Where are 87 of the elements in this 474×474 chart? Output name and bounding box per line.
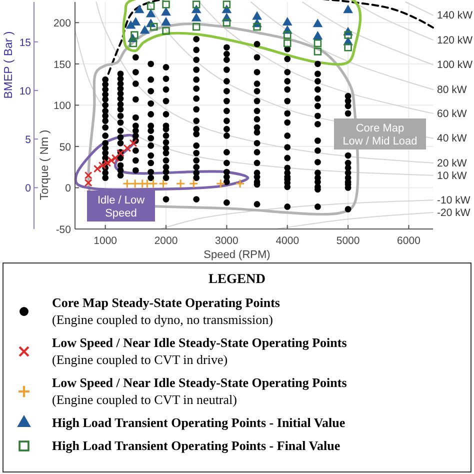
point — [148, 178, 158, 188]
point — [84, 171, 92, 180]
point — [162, 0, 170, 8]
point — [130, 16, 141, 26]
x-tick-label: 6000 — [397, 235, 421, 247]
point — [111, 154, 120, 162]
point — [130, 31, 138, 39]
legend-label: High Load Transient Operating Points - Final Value — [52, 438, 340, 453]
y2-tick-label: 15 — [19, 36, 32, 49]
point — [162, 27, 170, 35]
point — [312, 18, 323, 28]
series-label: 120 kW — [437, 34, 473, 46]
point — [344, 31, 352, 39]
x-tick-label: 1000 — [94, 235, 118, 247]
point — [94, 164, 102, 173]
point — [343, 4, 353, 14]
line-series — [250, 2, 434, 90]
point — [235, 178, 245, 188]
series-label: -10 kW — [437, 194, 470, 207]
point — [284, 39, 292, 48]
point — [222, 0, 231, 8]
legend-label: Core Map Steady-State Operating Points (Engine coupled to dyno, no transmission) — [52, 295, 280, 327]
y-tick-label: 150 — [53, 58, 72, 71]
y-tick-label: 0 — [65, 182, 72, 195]
line-series — [74, 30, 434, 176]
legend-label: High Load Transient Operating Points - Initial Value — [52, 415, 346, 430]
y-tick-label: -50 — [56, 224, 72, 236]
x-tick-label: 5000 — [336, 235, 360, 247]
y-tick-label: 200 — [53, 18, 72, 30]
point — [161, 7, 171, 16]
line-series — [160, 200, 434, 230]
point — [344, 44, 352, 52]
point — [146, 2, 155, 10]
legend-title: LEGEND — [208, 271, 266, 286]
point — [314, 48, 322, 56]
legend-label: Low Speed / Near Idle Steady-State Operating Points (Engine coupled to CVT in drive) — [52, 335, 347, 367]
point — [158, 178, 168, 188]
annotation: Core Map Low / Mid Load — [342, 122, 418, 148]
series-label: 20 kW — [437, 157, 467, 170]
point — [134, 4, 144, 14]
y2-tick-label: 0 — [25, 182, 32, 195]
y2-tick-label: 5 — [25, 134, 32, 146]
point — [107, 156, 116, 164]
series-label: -20 kW — [437, 206, 470, 219]
point — [123, 144, 132, 152]
series-label: 80 kW — [437, 84, 467, 96]
y2-tick-label: 10 — [19, 85, 32, 98]
point — [130, 178, 140, 188]
point — [129, 139, 138, 148]
point — [192, 0, 200, 8]
point — [188, 178, 198, 188]
point — [191, 12, 202, 22]
point — [284, 31, 292, 39]
point — [142, 178, 152, 188]
y-tick-label: 50 — [59, 141, 72, 154]
x-tick-label: 4000 — [276, 235, 300, 247]
point — [140, 25, 150, 34]
point — [314, 39, 322, 48]
point — [312, 30, 323, 40]
point — [129, 39, 138, 48]
annotation: Idle / Low Speed — [97, 194, 145, 220]
point — [146, 8, 156, 18]
point — [252, 11, 262, 20]
series-label: 140 kW — [437, 10, 473, 22]
x-axis-title: Speed (RPM) — [204, 249, 270, 261]
line-series — [276, 212, 434, 230]
x-tick-label: 2000 — [154, 235, 178, 247]
point — [282, 16, 292, 26]
x-tick-label: 3000 — [215, 235, 239, 247]
series-label: 60 kW — [437, 108, 467, 120]
y-tick-label: 100 — [53, 100, 72, 112]
series-label: 40 kW — [437, 132, 467, 145]
legend-label: Low Speed / Near Idle Steady-State Operating Points (Engine coupled to CVT in neutral) — [52, 375, 347, 407]
point — [150, 22, 158, 31]
y-axis-title: Torque ( Nm ) — [39, 130, 51, 200]
point — [122, 178, 132, 188]
y2-axis-title: BMEP ( Bar ) — [3, 31, 15, 99]
point — [222, 18, 231, 26]
series-label: 10 kW — [437, 170, 467, 182]
point — [192, 22, 200, 31]
point — [84, 178, 92, 187]
point — [216, 178, 226, 188]
line-series — [96, 2, 434, 164]
point — [176, 178, 186, 188]
series-label: 100 kW — [437, 59, 473, 72]
point — [253, 22, 261, 31]
point — [161, 16, 171, 26]
